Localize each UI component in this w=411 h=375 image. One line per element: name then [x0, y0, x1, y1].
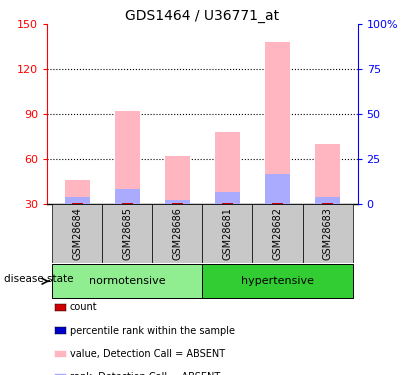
Bar [265, 174, 290, 204]
Bar [165, 156, 190, 204]
Text: percentile rank within the sample: percentile rank within the sample [70, 326, 235, 336]
Bar [252, 204, 302, 262]
Bar [222, 203, 233, 206]
Bar [265, 42, 290, 204]
Bar [315, 197, 340, 204]
Bar [52, 264, 203, 298]
Text: GSM28681: GSM28681 [222, 207, 233, 260]
Bar [272, 203, 283, 206]
Bar [203, 204, 252, 262]
Text: disease state: disease state [4, 274, 74, 284]
Title: GDS1464 / U36771_at: GDS1464 / U36771_at [125, 9, 279, 23]
Text: rank, Detection Call = ABSENT: rank, Detection Call = ABSENT [70, 372, 220, 375]
Bar [315, 144, 340, 204]
Text: GSM28682: GSM28682 [272, 207, 282, 260]
Bar [152, 204, 203, 262]
Bar [322, 203, 333, 206]
Bar [122, 203, 133, 206]
Text: value, Detection Call = ABSENT: value, Detection Call = ABSENT [70, 349, 225, 359]
Bar [65, 180, 90, 204]
Text: GSM28686: GSM28686 [172, 207, 182, 260]
Text: count: count [70, 303, 97, 312]
Bar [102, 204, 152, 262]
Bar [165, 200, 190, 204]
Text: GSM28685: GSM28685 [122, 207, 132, 260]
Text: GSM28684: GSM28684 [72, 207, 82, 260]
Bar [172, 203, 183, 206]
Text: hypertensive: hypertensive [241, 276, 314, 285]
Bar [203, 264, 353, 298]
Bar [302, 204, 353, 262]
Bar [72, 203, 83, 206]
Bar [115, 111, 140, 204]
Bar [215, 132, 240, 204]
Bar [52, 204, 102, 262]
Bar [215, 192, 240, 204]
Bar [65, 197, 90, 204]
Text: normotensive: normotensive [89, 276, 166, 285]
Bar [115, 189, 140, 204]
Text: GSM28683: GSM28683 [323, 207, 332, 260]
